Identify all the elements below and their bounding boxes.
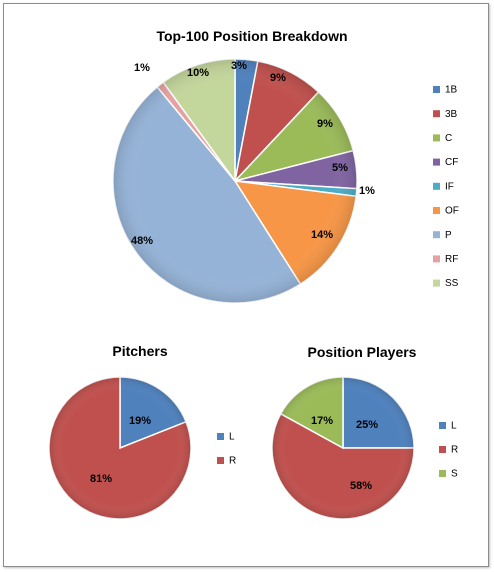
data-label-ss: 10%	[187, 67, 209, 79]
data-label-p: 48%	[131, 235, 153, 247]
legend-label-1b: 1B	[445, 85, 458, 96]
legend-swatch-p	[433, 231, 440, 239]
legend-swatch-s	[439, 470, 446, 477]
legend-label-if: IF	[445, 181, 454, 192]
legend-swatch-r	[217, 457, 224, 464]
data-label-l: 19%	[129, 415, 151, 427]
legend-swatch-r	[439, 446, 446, 453]
position-breakdown-title: Top-100 Position Breakdown	[156, 28, 347, 44]
legend-label-of: OF	[445, 206, 459, 217]
data-label-if: 1%	[359, 185, 375, 197]
legend-label-3b: 3B	[445, 109, 458, 120]
legend-swatch-l	[439, 422, 446, 429]
legend-swatch-3b	[433, 110, 440, 118]
data-label-of: 14%	[311, 229, 333, 241]
pie-shading	[272, 377, 414, 519]
pitchers-chart: Pitchers 19% 81% L R	[48, 343, 236, 520]
legend-swatch-ss	[433, 279, 440, 287]
position-players-title: Position Players	[308, 344, 417, 360]
legend-swatch-of	[433, 207, 440, 214]
data-label-c: 9%	[317, 118, 333, 130]
pitchers-title: Pitchers	[112, 343, 167, 359]
data-label-cf: 5%	[332, 162, 348, 174]
data-label-r: 58%	[350, 480, 372, 492]
legend-swatch-l	[217, 433, 224, 440]
legend-label-r: R	[229, 456, 236, 467]
data-label-rf: 1%	[134, 62, 150, 74]
data-label-s: 17%	[311, 415, 333, 427]
data-label-3b: 9%	[270, 72, 286, 84]
pie-shading	[49, 377, 191, 519]
legend-swatch-cf	[433, 158, 440, 166]
position-players-chart: Position Players 25% 58% 17% L R S	[271, 344, 458, 520]
legend-swatch-1b	[433, 86, 440, 93]
pie-shading	[113, 59, 357, 303]
legend-label-c: C	[445, 133, 452, 144]
legend-label-r: R	[451, 445, 458, 456]
position-breakdown-chart: Top-100 Position Breakdown 3% 9% 9% 5% 1% 14%…	[112, 28, 459, 304]
legend-swatch-rf	[433, 255, 440, 263]
data-label-r: 81%	[90, 473, 112, 485]
data-label-1b: 3%	[231, 60, 247, 72]
legend-label-l: L	[451, 421, 457, 432]
legend-swatch-c	[433, 134, 440, 142]
legend-swatch-if	[433, 182, 440, 190]
legend-label-p: P	[445, 230, 452, 241]
data-label-l: 25%	[356, 419, 378, 431]
legend-label-s: S	[451, 469, 458, 480]
legend-label-rf: RF	[445, 254, 458, 265]
legend-label-l: L	[229, 432, 235, 443]
legend-label-cf: CF	[445, 157, 458, 168]
legend-label-ss: SS	[445, 278, 459, 289]
